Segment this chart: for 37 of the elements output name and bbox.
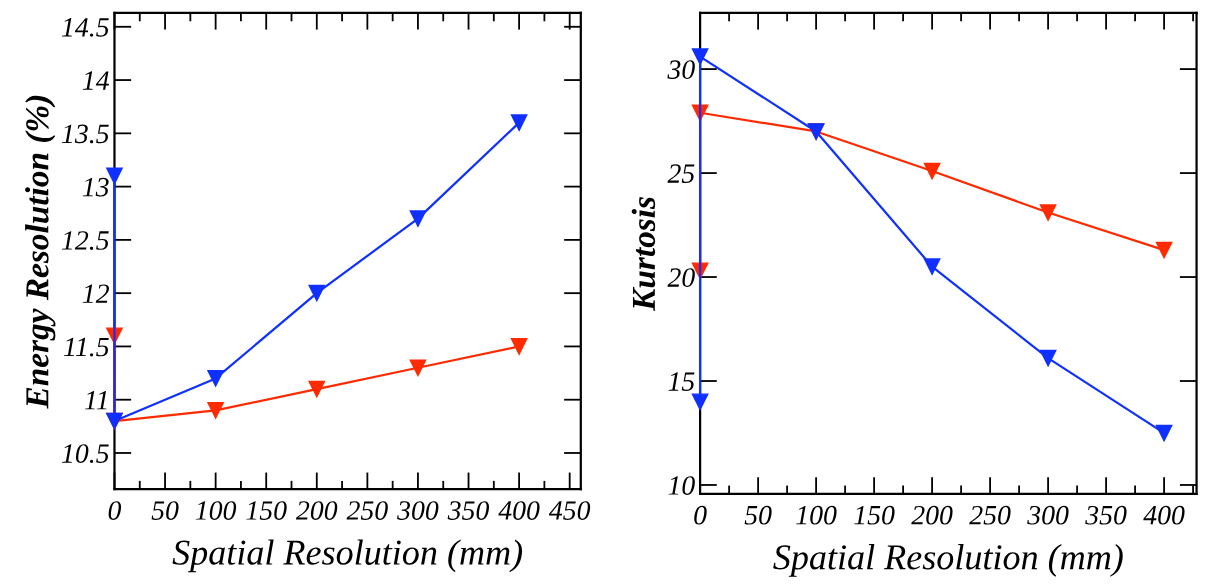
y-tick-label: 12.5 <box>61 231 109 250</box>
y-axis-title: Kurtosis <box>631 197 656 312</box>
y-axis-title: Energy Resolution (%) <box>25 95 56 409</box>
y-tick-label: 13 <box>82 177 109 197</box>
y-tick-label: 11 <box>84 391 107 410</box>
x-tick-label: 250 <box>969 505 1011 525</box>
x-tick-label: 50 <box>744 505 772 525</box>
x-tick-label: 300 <box>1027 505 1069 525</box>
y-tick-label: 11.5 <box>64 337 109 357</box>
x-tick-label: 200 <box>295 501 338 520</box>
x-tick-label: 350 <box>447 501 490 520</box>
y-tick-label: 13.5 <box>61 124 109 144</box>
x-tick-label: 0 <box>694 505 707 525</box>
x-axis-title: Spatial Resolution (mm) <box>172 539 523 573</box>
x-tick-label: 0 <box>108 501 122 520</box>
y-tick-label: 12 <box>82 284 109 303</box>
x-tick-label: 200 <box>911 505 953 525</box>
y-tick-label: 15 <box>668 372 695 391</box>
y-tick-label: 10 <box>668 476 695 495</box>
x-axis-title: Spatial Resolution (mm) <box>773 544 1123 577</box>
y-tick-label: 10.5 <box>61 444 109 464</box>
x-tick-label: 100 <box>796 505 837 525</box>
x-tick-label: 100 <box>195 501 237 520</box>
x-tick-label: 150 <box>854 505 895 525</box>
x-tick-label: 50 <box>151 501 179 520</box>
x-tick-label: 350 <box>1085 505 1127 525</box>
x-tick-label: 300 <box>397 501 439 520</box>
y-tick-label: 25 <box>667 164 695 183</box>
x-tick-label: 150 <box>246 501 287 520</box>
x-tick-label: 250 <box>346 501 388 520</box>
y-tick-label: 30 <box>667 60 695 79</box>
y-tick-label: 20 <box>667 268 695 287</box>
x-tick-label: 400 <box>498 501 540 520</box>
x-tick-label: 400 <box>1143 505 1185 525</box>
y-tick-label: 14.5 <box>61 18 109 37</box>
x-tick-label: 450 <box>548 501 591 520</box>
y-tick-label: 14 <box>82 71 109 90</box>
